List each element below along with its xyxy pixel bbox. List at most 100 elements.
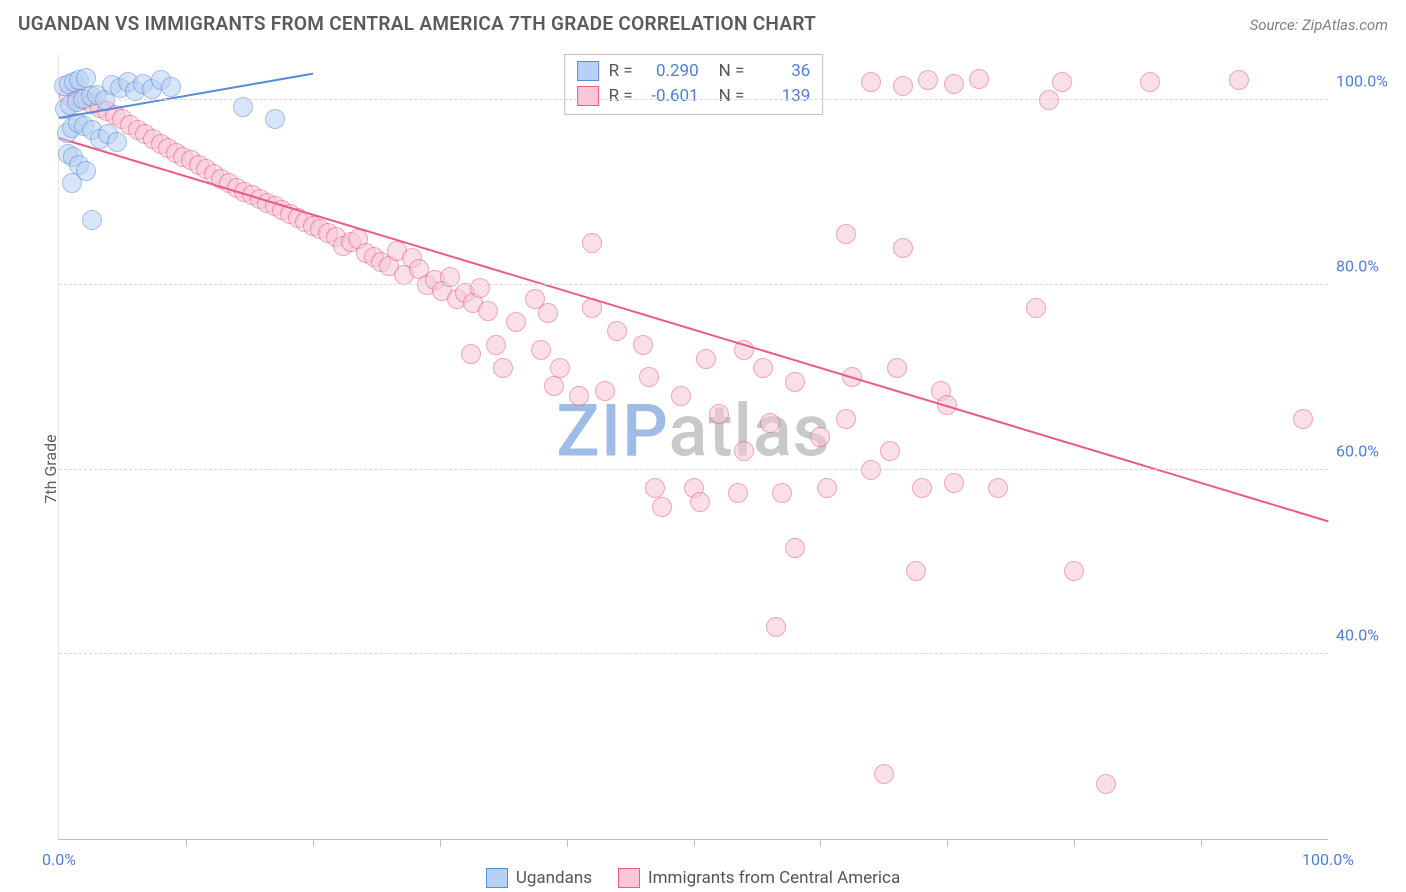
data-point-ugandan: [62, 173, 82, 193]
n-value: 36: [754, 59, 810, 84]
legend-label: Immigrants from Central America: [648, 868, 900, 888]
x-tick: [186, 839, 187, 847]
data-point-central: [753, 358, 773, 378]
chart-area: 7th Grade ZIPatlas R =0.290N =36R =-0.60…: [0, 46, 1406, 892]
data-point-central: [607, 321, 627, 341]
data-point-central: [531, 340, 551, 360]
n-value: 139: [754, 84, 810, 109]
y-tick-label: 40.0%: [1336, 626, 1400, 645]
data-point-central: [696, 349, 716, 369]
legend-item-central: Immigrants from Central America: [618, 868, 900, 888]
data-point-central: [785, 538, 805, 558]
data-point-central: [918, 70, 938, 90]
data-point-central: [1039, 90, 1059, 110]
chart-source: Source: ZipAtlas.com: [1250, 16, 1388, 34]
data-point-central: [766, 617, 786, 637]
gridline-h: [59, 469, 1328, 470]
x-tick: [1201, 839, 1202, 847]
data-point-central: [493, 358, 513, 378]
data-point-central: [893, 238, 913, 258]
data-point-central: [1140, 72, 1160, 92]
data-point-central: [988, 478, 1008, 498]
data-point-central: [645, 478, 665, 498]
data-point-central: [652, 497, 672, 517]
data-point-central: [595, 381, 615, 401]
data-point-central: [810, 427, 830, 447]
x-tick: [820, 839, 821, 847]
r-label: R =: [609, 84, 633, 109]
r-value: 0.290: [643, 59, 699, 84]
legend-swatch: [486, 868, 508, 888]
x-tick: [440, 839, 441, 847]
chart-title: UGANDAN VS IMMIGRANTS FROM CENTRAL AMERI…: [18, 12, 816, 35]
data-point-central: [544, 376, 564, 396]
data-point-ugandan: [107, 132, 127, 152]
n-label: N =: [719, 59, 745, 84]
data-point-central: [470, 278, 490, 298]
data-point-central: [887, 358, 907, 378]
x-tick: [1074, 839, 1075, 847]
data-point-central: [569, 386, 589, 406]
plot-region: ZIPatlas R =0.290N =36R =-0.601N =139 40…: [58, 54, 1328, 840]
y-tick-label: 80.0%: [1336, 256, 1400, 275]
x-tick: [694, 839, 695, 847]
legend-swatch: [577, 61, 599, 81]
data-point-central: [969, 69, 989, 89]
legend-label: Ugandans: [516, 868, 592, 888]
x-tick: [313, 839, 314, 847]
data-point-central: [817, 478, 837, 498]
data-point-central: [1096, 774, 1116, 794]
data-point-central: [728, 483, 748, 503]
data-point-central: [633, 335, 653, 355]
data-point-central: [639, 367, 659, 387]
data-point-central: [550, 358, 570, 378]
data-point-central: [734, 441, 754, 461]
data-point-central: [671, 386, 691, 406]
data-point-central: [709, 404, 729, 424]
data-point-central: [880, 441, 900, 461]
x-tick: [947, 839, 948, 847]
chart-header: UGANDAN VS IMMIGRANTS FROM CENTRAL AMERI…: [0, 0, 1406, 41]
watermark: ZIPatlas: [556, 388, 830, 473]
data-point-central: [785, 372, 805, 392]
data-point-central: [1293, 409, 1313, 429]
data-point-central: [538, 303, 558, 323]
data-point-central: [478, 301, 498, 321]
data-point-central: [690, 492, 710, 512]
data-point-central: [944, 473, 964, 493]
r-value: -0.601: [643, 84, 699, 109]
legend-item-ugandan: Ugandans: [486, 868, 592, 888]
data-point-central: [1229, 70, 1249, 90]
data-point-central: [1052, 72, 1072, 92]
legend-swatch: [577, 86, 599, 106]
data-point-central: [944, 74, 964, 94]
data-point-central: [582, 233, 602, 253]
r-label: R =: [609, 59, 633, 84]
gridline-h: [59, 99, 1328, 100]
data-point-central: [1064, 561, 1084, 581]
data-point-central: [861, 460, 881, 480]
n-label: N =: [719, 84, 745, 109]
data-point-central: [760, 413, 780, 433]
data-point-central: [906, 561, 926, 581]
x-tick-label: 100.0%: [1302, 850, 1354, 869]
y-tick-label: 100.0%: [1336, 72, 1400, 91]
gridline-h: [59, 653, 1328, 654]
trend-line-central: [59, 137, 1329, 522]
x-tick-label: 0.0%: [42, 850, 76, 869]
x-tick: [567, 839, 568, 847]
data-point-central: [836, 224, 856, 244]
data-point-ugandan: [82, 210, 102, 230]
data-point-ugandan: [265, 109, 285, 129]
data-point-central: [506, 312, 526, 332]
stats-row: R = 0.290 N = 36: [577, 59, 811, 84]
y-tick-label: 60.0%: [1336, 441, 1400, 460]
data-point-central: [836, 409, 856, 429]
bottom-legend: Ugandans Immigrants from Central America: [58, 868, 1328, 888]
data-point-central: [461, 344, 481, 364]
stats-legend-box: R = 0.290 N = 36 R = -0.601 N = 139: [564, 54, 824, 115]
watermark-b: atlas: [669, 388, 831, 473]
data-point-ugandan: [161, 77, 181, 97]
stats-row: R = -0.601 N = 139: [577, 84, 811, 109]
data-point-central: [772, 483, 792, 503]
